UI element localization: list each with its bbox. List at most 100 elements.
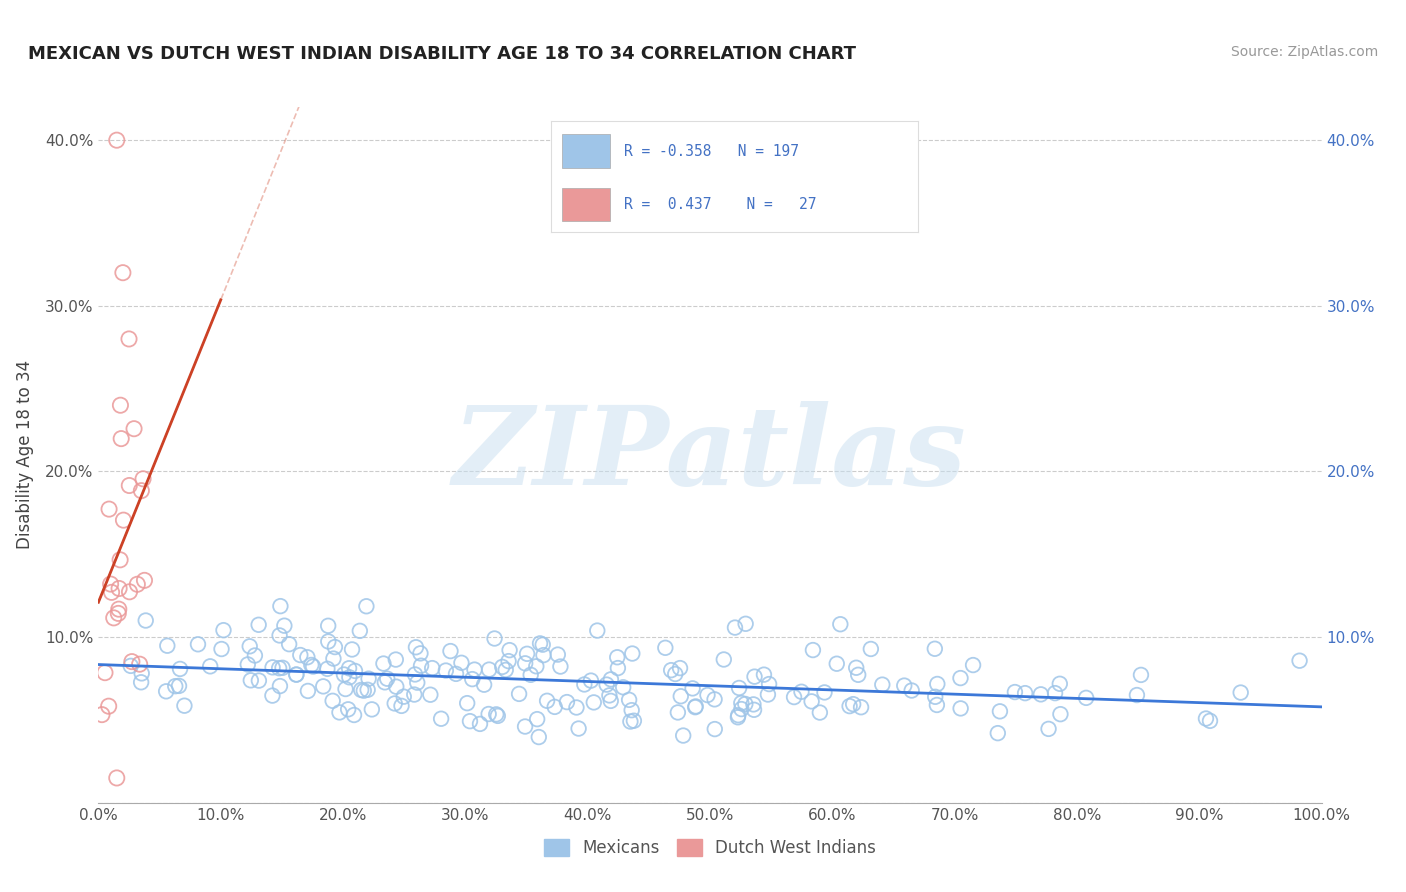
Point — [508, 687, 530, 701]
Point — [107, 602, 129, 616]
Point — [385, 652, 408, 666]
Point — [498, 654, 520, 668]
Point — [669, 690, 692, 704]
Point — [744, 670, 766, 684]
Point — [927, 677, 949, 691]
Point — [247, 617, 270, 632]
Point — [800, 694, 823, 708]
Point — [486, 709, 509, 723]
Point — [617, 693, 640, 707]
Point — [278, 637, 301, 651]
Point — [924, 690, 946, 704]
Point — [478, 663, 501, 677]
Point — [343, 664, 366, 678]
Point — [134, 574, 156, 588]
Point — [135, 614, 157, 628]
Point — [285, 667, 308, 681]
Point — [568, 722, 591, 736]
Point — [544, 699, 567, 714]
Point — [439, 644, 461, 658]
Point — [1199, 714, 1222, 728]
Point — [316, 619, 339, 633]
Y-axis label: Disability Age 18 to 34: Disability Age 18 to 34 — [15, 360, 34, 549]
Point — [211, 642, 233, 657]
Point — [495, 663, 517, 677]
Point — [468, 717, 491, 731]
Point — [515, 657, 537, 671]
Point — [212, 623, 235, 637]
Point — [696, 688, 718, 702]
Point — [859, 642, 882, 657]
Point — [574, 677, 596, 691]
Point — [527, 730, 550, 744]
Point — [478, 706, 501, 721]
Point — [105, 771, 128, 785]
Point — [519, 668, 541, 682]
Point — [337, 670, 360, 684]
Point — [752, 667, 775, 681]
Point — [672, 729, 695, 743]
Point — [730, 702, 752, 716]
Point — [392, 690, 415, 704]
Point — [100, 577, 122, 591]
Point — [579, 673, 602, 688]
Point — [623, 714, 645, 728]
Point — [742, 703, 765, 717]
Point — [830, 617, 852, 632]
Point — [599, 694, 621, 708]
Point — [290, 648, 312, 662]
Point — [271, 661, 294, 675]
Point — [409, 646, 432, 660]
Point — [269, 661, 291, 675]
Point — [900, 683, 922, 698]
Point — [533, 648, 555, 662]
Point — [122, 422, 145, 436]
Point — [669, 661, 692, 675]
Point — [269, 679, 291, 693]
Point — [1004, 685, 1026, 699]
Point — [524, 659, 547, 673]
Point — [598, 689, 620, 703]
Point — [463, 663, 485, 677]
Point — [247, 673, 270, 688]
Point — [724, 621, 747, 635]
Point — [243, 648, 266, 663]
Point — [337, 661, 360, 675]
Point — [619, 714, 641, 729]
Point — [356, 599, 378, 614]
Point — [316, 662, 339, 676]
Point — [742, 698, 765, 712]
Point — [531, 638, 554, 652]
Point — [404, 667, 426, 681]
Point — [586, 624, 609, 638]
Point — [132, 472, 155, 486]
Point — [273, 618, 295, 632]
Point — [1229, 685, 1251, 699]
Point — [239, 673, 262, 688]
Point — [582, 695, 605, 709]
Point — [312, 679, 335, 693]
Point — [107, 607, 129, 621]
Point — [659, 663, 682, 677]
Point — [340, 642, 363, 657]
Point — [498, 643, 520, 657]
Point — [385, 680, 408, 694]
Point — [200, 659, 222, 673]
Point — [333, 667, 356, 681]
Point — [872, 678, 894, 692]
Point — [734, 616, 756, 631]
Point — [1130, 668, 1153, 682]
Point — [239, 640, 262, 654]
Point — [456, 696, 478, 710]
Point — [846, 668, 869, 682]
Point — [450, 656, 472, 670]
Point — [360, 702, 382, 716]
Point — [893, 679, 915, 693]
Point — [420, 661, 443, 675]
Point — [236, 657, 259, 672]
Point — [262, 689, 284, 703]
Point — [925, 698, 948, 712]
Point — [526, 712, 548, 726]
Point — [335, 681, 357, 696]
Point — [808, 706, 831, 720]
